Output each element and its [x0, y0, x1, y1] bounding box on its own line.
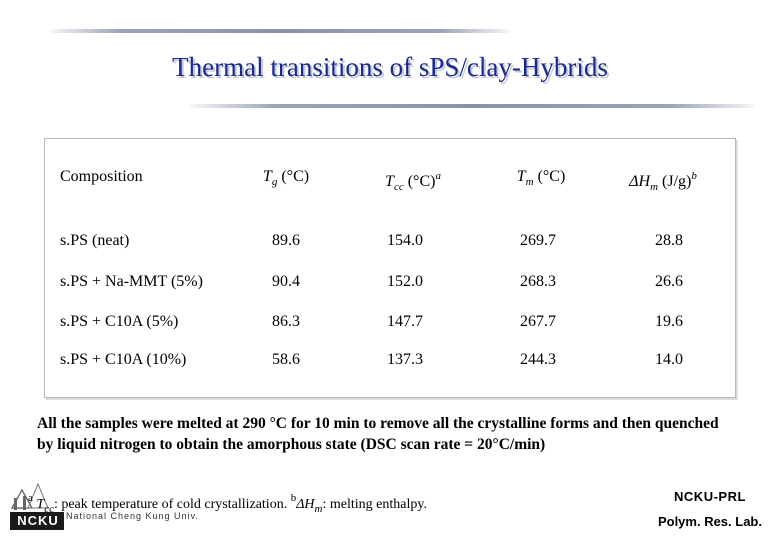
- row-neat-composition: s.PS (neat): [60, 232, 130, 249]
- row-c10a10-tg: 58.6: [272, 351, 300, 368]
- lab-full-name: Polym. Res. Lab.: [657, 514, 762, 529]
- row-namm-tg: 90.4: [272, 273, 300, 290]
- row-c10a5-hm: 19.6: [655, 313, 683, 330]
- row-neat-tg: 89.6: [272, 232, 300, 249]
- footnote: a Tcc: peak temperature of cold crystall…: [28, 492, 427, 515]
- header-tg: Tg (°C): [262, 168, 310, 188]
- row-c10a5-tcc: 147.7: [387, 313, 423, 330]
- page-title: Thermal transitions of sPS/clay-Hybrids: [172, 52, 608, 82]
- row-c10a10-tcc: 137.3: [387, 351, 423, 368]
- logo-university-name: National Cheng Kung Univ.: [66, 511, 199, 521]
- row-namm-tcc: 152.0: [387, 273, 423, 290]
- logo-ncku-text: NCKU: [17, 513, 59, 528]
- row-c10a10-hm: 14.0: [655, 351, 683, 368]
- row-c10a10-tm: 244.3: [520, 351, 556, 368]
- header-tm: Tm (°C): [516, 168, 566, 188]
- building-icon: [10, 482, 64, 530]
- method-note: All the samples were melted at 290 °C fo…: [37, 415, 719, 453]
- row-neat-tm: 269.7: [520, 232, 556, 249]
- row-neat-tcc: 154.0: [387, 232, 423, 249]
- row-c10a10-composition: s.PS + C10A (10%): [60, 351, 187, 368]
- row-neat-hm: 28.8: [655, 232, 683, 249]
- header-hm: ΔHm (J/g)b: [629, 170, 697, 193]
- header-tcc: Tcc (°C)a: [385, 170, 441, 193]
- row-namm-composition: s.PS + Na-MMT (5%): [60, 273, 203, 290]
- header-composition: Composition: [60, 168, 143, 185]
- top-decorative-stroke: [50, 29, 510, 33]
- lab-name: NCKU-PRL: [674, 489, 746, 504]
- row-c10a5-composition: s.PS + C10A (5%): [60, 313, 179, 330]
- bottom-decorative-stroke: [190, 104, 755, 108]
- thermal-transitions-table: Composition Tg (°C) Tcc (°C)a Tm (°C) ΔH…: [44, 138, 736, 398]
- row-namm-tm: 268.3: [520, 273, 556, 290]
- row-namm-hm: 26.6: [655, 273, 683, 290]
- row-c10a5-tm: 267.7: [520, 313, 556, 330]
- row-c10a5-tg: 86.3: [272, 313, 300, 330]
- lab-badge: NCKU-PRL Polym. Res. Lab.: [658, 489, 762, 529]
- ncku-logo: NCKU National Cheng Kung Univ.: [8, 478, 208, 534]
